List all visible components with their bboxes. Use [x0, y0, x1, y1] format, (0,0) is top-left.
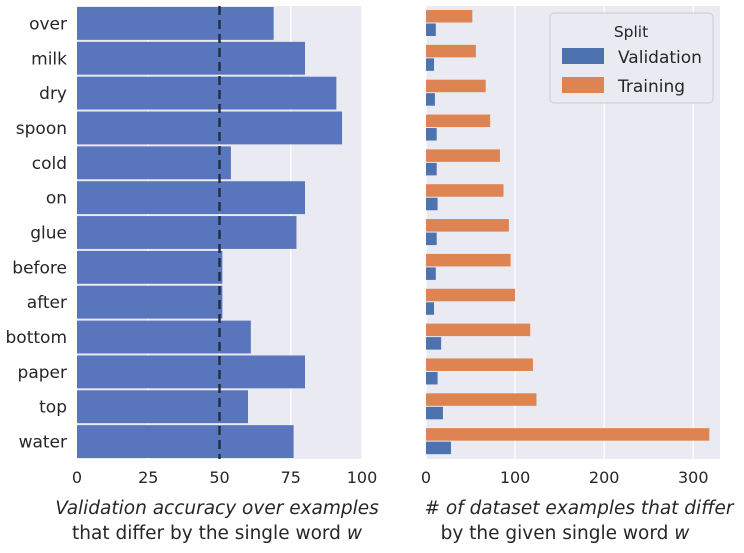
legend-swatch-training [562, 77, 604, 93]
right-bar-training-milk [426, 44, 476, 58]
category-label-before: before [12, 258, 67, 278]
right-bar-validation-before [426, 267, 436, 280]
legend-label-training: Training [617, 77, 685, 97]
left-bar-after [77, 285, 223, 319]
left-bar-spoon [77, 111, 343, 145]
right-xlabel-line2: by the given single word w [441, 523, 691, 544]
left-bar-on [77, 181, 305, 215]
left-xtick-0: 0 [72, 468, 82, 487]
right-bar-training-after [426, 288, 516, 302]
right-chart-panel: 0 100 200 300 # of dataset examples that di… [421, 6, 735, 544]
category-label-water: water [19, 433, 67, 453]
left-bar-cold [77, 146, 231, 180]
right-bar-training-glue [426, 219, 509, 232]
right-bar-training-over [426, 10, 473, 23]
right-xlabel-line1: # of dataset examples that differ [424, 498, 734, 519]
right-bar-validation-glue [426, 232, 437, 246]
left-bar-milk [77, 41, 305, 75]
left-bar-bottom [77, 320, 251, 354]
category-label-dry: dry [39, 84, 67, 104]
legend: Split Validation Training [549, 12, 714, 104]
right-bar-validation-top [426, 406, 443, 420]
left-bar-top [77, 390, 248, 424]
category-label-paper: paper [18, 363, 67, 383]
category-label-glue: glue [30, 224, 67, 244]
left-xlabel-line1: Validation accuracy over examples [55, 498, 379, 519]
right-xtick-200: 200 [589, 468, 620, 487]
category-label-spoon: spoon [16, 119, 67, 139]
right-bar-training-water [426, 428, 710, 441]
left-x-tick-labels: 0 25 50 75 100 [72, 468, 377, 487]
right-bar-training-bottom [426, 323, 531, 337]
right-bar-training-top [426, 393, 537, 406]
right-bar-validation-over [426, 23, 436, 36]
right-xtick-0: 0 [421, 468, 431, 487]
left-bar-water [77, 425, 294, 458]
left-xtick-75: 75 [281, 468, 301, 487]
left-chart-panel: over milk dry spoon cold on glue before after bot… [6, 6, 379, 544]
left-bar-glue [77, 216, 297, 249]
right-bar-training-before [426, 253, 511, 267]
left-bars [77, 7, 343, 458]
category-label-over: over [29, 14, 67, 34]
left-xtick-100: 100 [347, 468, 378, 487]
left-bar-over [77, 7, 274, 40]
legend-label-validation: Validation [618, 48, 702, 68]
category-label-on: on [46, 189, 67, 209]
right-xtick-100: 100 [500, 468, 531, 487]
right-bar-validation-milk [426, 58, 435, 71]
category-label-cold: cold [32, 154, 67, 174]
category-label-top: top [39, 398, 67, 418]
right-bar-validation-cold [426, 162, 437, 176]
right-bar-training-cold [426, 149, 500, 162]
left-bar-paper [77, 355, 305, 389]
right-bar-validation-after [426, 302, 435, 315]
right-bar-training-paper [426, 358, 533, 371]
right-bar-training-spoon [426, 114, 491, 128]
right-bar-validation-spoon [426, 128, 437, 141]
right-xtick-300: 300 [678, 468, 709, 487]
category-label-bottom: bottom [6, 328, 67, 348]
right-bar-validation-paper [426, 371, 438, 385]
left-xtick-25: 25 [138, 468, 158, 487]
right-bar-training-dry [426, 79, 486, 93]
right-bar-validation-bottom [426, 337, 442, 350]
right-bar-validation-on [426, 197, 438, 211]
right-bar-validation-water [426, 441, 451, 455]
legend-title: Split [614, 23, 648, 41]
right-bars [426, 10, 710, 455]
left-xtick-50: 50 [209, 468, 229, 487]
right-bar-training-on [426, 184, 504, 197]
legend-swatch-validation [562, 48, 604, 64]
right-x-tick-labels: 0 100 200 300 [421, 468, 709, 487]
left-bar-before [77, 250, 223, 284]
left-category-labels: over milk dry spoon cold on glue before after bot… [6, 14, 68, 452]
right-bar-validation-dry [426, 93, 435, 106]
left-xlabel-line2: that differ by the single word w [72, 523, 363, 544]
left-bar-dry [77, 76, 337, 110]
category-label-after: after [27, 293, 67, 313]
category-label-milk: milk [31, 49, 67, 69]
